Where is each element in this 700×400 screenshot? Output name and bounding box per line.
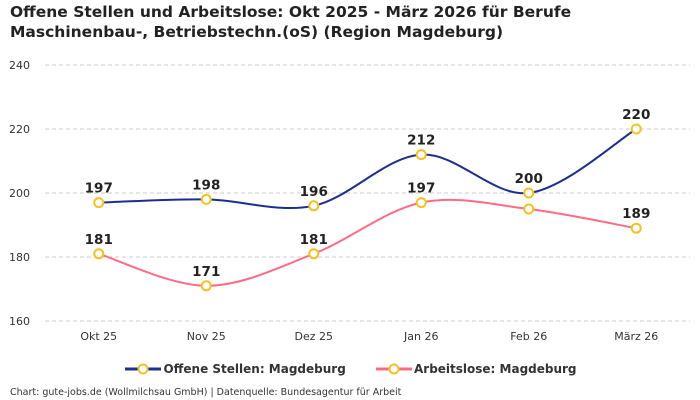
- x-tick-label: Jan 26: [403, 330, 438, 343]
- data-point: [415, 149, 427, 161]
- legend: Offene Stellen: Magdeburg Arbeitslose: M…: [0, 362, 700, 379]
- y-tick-label: 160: [9, 315, 30, 328]
- legend-label: Offene Stellen: Magdeburg: [163, 362, 346, 376]
- data-point: [200, 193, 212, 205]
- data-label: 181: [85, 232, 113, 248]
- data-label: 197: [85, 181, 113, 197]
- legend-marker-icon: [125, 363, 162, 375]
- x-tick-label: Dez 25: [294, 330, 333, 343]
- data-point: [630, 222, 642, 234]
- data-point: [523, 187, 535, 199]
- data-point: [200, 280, 212, 292]
- data-point: [630, 123, 642, 135]
- data-label: 196: [300, 184, 328, 200]
- data-label: 171: [192, 264, 220, 280]
- legend-item-arbeitslose[interactable]: Arbeitslose: Magdeburg: [374, 362, 577, 376]
- x-tick-label: Okt 25: [80, 330, 117, 343]
- x-tick-label: März 26: [614, 330, 658, 343]
- data-label: 189: [622, 206, 650, 222]
- y-tick-label: 220: [9, 123, 30, 136]
- y-tick-label: 180: [9, 251, 30, 264]
- data-label: 181: [300, 232, 328, 248]
- legend-marker-icon: [375, 363, 412, 375]
- legend-item-offene-stellen[interactable]: Offene Stellen: Magdeburg: [123, 362, 346, 376]
- footer-credit: Chart: gute-jobs.de (Wollmilchsau GmbH) …: [10, 387, 402, 398]
- y-tick-label: 240: [9, 59, 30, 72]
- data-point: [93, 197, 105, 209]
- data-label: 220: [622, 107, 650, 123]
- legend-label: Arbeitslose: Magdeburg: [413, 362, 577, 376]
- y-tick-label: 200: [9, 187, 30, 200]
- data-point: [93, 248, 105, 260]
- data-label: 198: [192, 177, 220, 193]
- data-point: [308, 200, 320, 212]
- x-tick-label: Nov 25: [187, 330, 226, 343]
- series-line-0: [98, 128, 637, 210]
- data-label: 212: [407, 133, 435, 149]
- chart-title: Offene Stellen und Arbeitslose: Okt 2025…: [10, 3, 572, 41]
- data-point: [415, 197, 427, 209]
- data-label: 200: [515, 171, 543, 187]
- data-point: [308, 248, 320, 260]
- series-line-1: [98, 198, 637, 287]
- data-label: 197: [407, 181, 435, 197]
- x-tick-label: Feb 26: [510, 330, 547, 343]
- data-point: [523, 203, 535, 215]
